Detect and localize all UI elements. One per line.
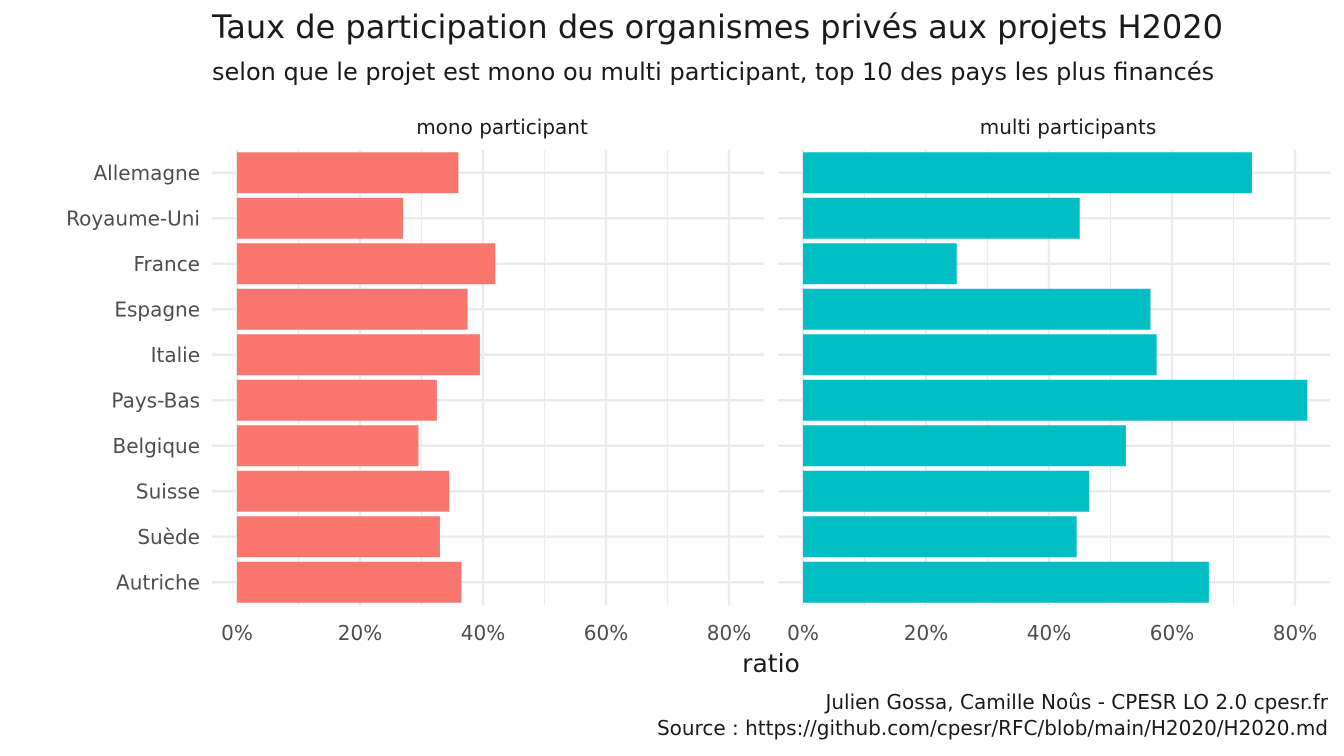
x-tick-label: 20% [338,621,382,645]
bar-allemagne [803,152,1252,194]
bar-france [803,243,957,285]
y-tick-label: Allemagne [93,161,200,185]
bar-pays-bas [803,379,1308,421]
bar-espagne [237,288,468,330]
bar-su-de [237,516,440,558]
chart-title: Taux de participation des organismes pri… [212,8,1223,46]
y-tick-label: Suède [137,525,200,549]
y-tick-label: Belgique [112,434,200,458]
facet-mono-participant: mono participant 0% 20% 40% 60% 80% [212,115,764,645]
x-tick-label: 60% [1150,621,1194,645]
x-tick-label: 20% [904,621,948,645]
bar-autriche [803,561,1209,603]
chart-subtitle: selon que le projet est mono ou multi pa… [212,58,1215,86]
x-tick-label: 40% [461,621,505,645]
caption-source: Source : https://github.com/cpesr/RFC/bl… [656,716,1328,740]
y-tick-label: Autriche [116,570,200,594]
bar-royaume-uni [237,197,404,239]
bar-autriche [237,561,462,603]
bar-italie [237,334,480,376]
bar-belgique [803,425,1126,467]
y-tick-label: Royaume-Uni [66,206,200,230]
bar-suisse [237,470,450,512]
bar-italie [803,334,1157,376]
x-tick-label: 0% [787,621,819,645]
facet-label: mono participant [416,115,588,139]
bar-suisse [803,470,1089,512]
x-tick-label: 60% [584,621,628,645]
bar-espagne [803,288,1151,330]
y-tick-label: Pays-Bas [111,388,200,412]
y-axis: Allemagne Royaume-Uni France Espagne Italie P… [66,161,200,595]
bar-allemagne [237,152,459,194]
bar-belgique [237,425,419,467]
y-tick-label: Espagne [114,297,200,321]
bar-pays-bas [237,379,437,421]
x-tick-label: 80% [707,621,751,645]
caption-credits: Julien Gossa, Camille Noûs - CPESR LO 2.… [825,690,1328,714]
bar-france [237,243,496,285]
bar-su-de [803,516,1077,558]
y-tick-label: France [133,252,200,276]
facet-label: multi participants [980,115,1156,139]
bar-royaume-uni [803,197,1080,239]
x-tick-label: 0% [221,621,253,645]
y-tick-label: Suisse [136,479,200,503]
x-axis-label: ratio [742,649,800,678]
x-tick-label: 40% [1027,621,1071,645]
x-tick-label: 80% [1273,621,1317,645]
facet-multi-participants: multi participants 0% 20% 40% 60% 80% [778,115,1330,645]
y-tick-label: Italie [151,343,200,367]
